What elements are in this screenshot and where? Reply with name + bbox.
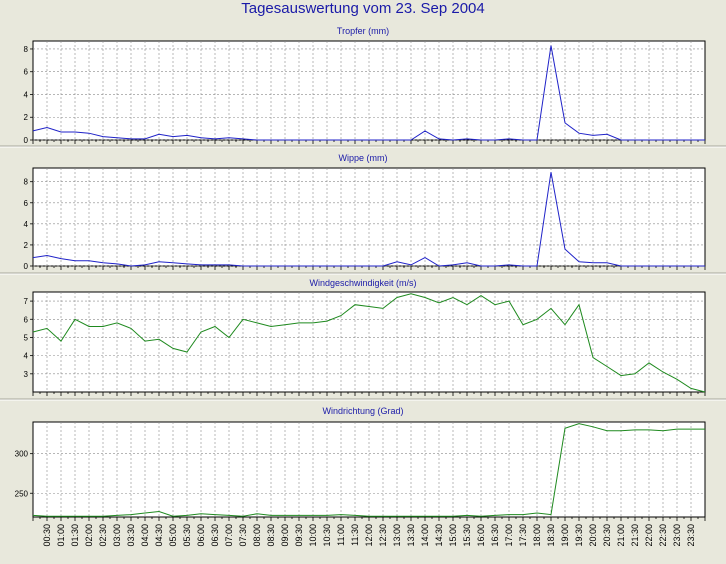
x-tick-label: 16:00 — [476, 524, 486, 547]
x-tick-label: 00:30 — [42, 524, 52, 547]
y-tick-label: 8 — [24, 178, 29, 187]
y-tick-label: 0 — [24, 262, 29, 271]
x-tick-label: 10:30 — [322, 524, 332, 547]
x-tick-label: 02:30 — [98, 524, 108, 547]
series-line — [32, 45, 705, 141]
y-tick-label: 8 — [24, 45, 29, 54]
chart-panel-3: Windgeschwindigkeit (m/s) 3 4 5 6 7 — [0, 278, 726, 401]
x-tick-label: 17:30 — [518, 524, 528, 547]
chart-title: Tropfer (mm) — [337, 26, 389, 36]
plot-area — [32, 421, 706, 518]
chart-title: Windrichtung (Grad) — [322, 406, 403, 416]
x-tick-label: 21:30 — [630, 524, 640, 547]
x-tick-label: 12:00 — [364, 524, 374, 547]
x-tick-label: 23:00 — [672, 524, 682, 547]
y-tick-label: 300 — [15, 450, 29, 459]
x-tick-label: 03:30 — [126, 524, 136, 547]
y-tick-label: 6 — [24, 199, 29, 208]
x-tick-label: 06:00 — [196, 524, 206, 547]
x-tick-label: 16:30 — [490, 524, 500, 547]
x-tick-label: 05:00 — [168, 524, 178, 547]
x-tick-label: 01:00 — [56, 524, 66, 547]
x-tick-label: 18:00 — [532, 524, 542, 547]
x-tick-label: 14:30 — [434, 524, 444, 547]
series-line — [32, 172, 705, 267]
x-tick-label: 10:00 — [308, 524, 318, 547]
y-tick-label: 250 — [15, 489, 29, 498]
x-tick-label: 08:30 — [266, 524, 276, 547]
y-tick-label: 2 — [24, 241, 29, 250]
chart-title: Windgeschwindigkeit (m/s) — [309, 278, 416, 288]
y-tick-label: 7 — [24, 297, 29, 306]
x-tick-label: 03:00 — [112, 524, 122, 547]
x-tick-label: 06:30 — [210, 524, 220, 547]
x-tick-label: 23:30 — [686, 524, 696, 547]
x-tick-label: 07:30 — [238, 524, 248, 547]
x-tick-label: 02:00 — [84, 524, 94, 547]
x-tick-label: 01:30 — [70, 524, 80, 547]
x-axis-labels: 00:30 01:00 01:30 02:00 02:30 03:00 03:30 04:00… — [42, 524, 696, 547]
x-tick-label: 21:00 — [616, 524, 626, 547]
x-tick-label: 11:00 — [336, 524, 346, 546]
x-tick-label: 09:30 — [294, 524, 304, 547]
series-line — [32, 293, 706, 393]
series-line — [32, 423, 705, 517]
x-tick-label: 17:00 — [504, 524, 514, 547]
x-tick-label: 14:00 — [420, 524, 430, 547]
x-tick-label: 18:30 — [546, 524, 556, 547]
x-tick-label: 11:30 — [350, 524, 360, 546]
y-tick-label: 4 — [24, 90, 29, 99]
x-tick-label: 04:30 — [154, 524, 164, 547]
y-tick-label: 4 — [24, 220, 29, 229]
x-tick-label: 05:30 — [182, 524, 192, 547]
x-tick-label: 13:00 — [392, 524, 402, 547]
y-tick-label: 6 — [24, 68, 29, 77]
chart-title: Wippe (mm) — [339, 153, 388, 163]
chart-panel-2: Wippe (mm) 0 2 4 6 8 — [0, 153, 726, 275]
y-tick-label: 3 — [24, 370, 29, 379]
x-tick-label: 09:00 — [280, 524, 290, 547]
x-tick-label: 19:30 — [574, 524, 584, 547]
y-tick-label: 5 — [24, 333, 29, 342]
x-tick-label: 15:30 — [462, 524, 472, 547]
chart-panel-1: Tropfer (mm) 0 2 4 6 8 — [0, 26, 726, 148]
x-tick-label: 08:00 — [252, 524, 262, 547]
y-tick-label: 0 — [24, 136, 29, 145]
x-tick-label: 20:00 — [588, 524, 598, 547]
x-tick-label: 07:00 — [224, 524, 234, 547]
x-tick-label: 19:00 — [560, 524, 570, 547]
x-tick-label: 22:30 — [658, 524, 668, 547]
x-tick-label: 12:30 — [378, 524, 388, 547]
x-tick-label: 15:00 — [448, 524, 458, 547]
chart-panel-4: Windrichtung (Grad) 250 300 — [15, 406, 706, 521]
y-tick-label: 2 — [24, 113, 29, 122]
y-tick-label: 4 — [24, 352, 29, 361]
x-tick-label: 20:30 — [602, 524, 612, 547]
y-tick-label: 6 — [24, 315, 29, 324]
x-tick-label: 22:00 — [644, 524, 654, 547]
page-title: Tagesauswertung vom 23. Sep 2004 — [241, 0, 485, 17]
x-tick-label: 04:00 — [140, 524, 150, 547]
x-tick-label: 13:30 — [406, 524, 416, 547]
